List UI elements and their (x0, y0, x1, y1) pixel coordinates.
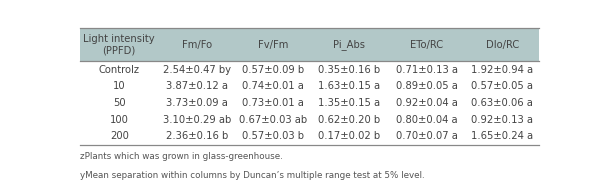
Text: DIo/RC: DIo/RC (486, 40, 519, 50)
Bar (80, 28, 539, 61)
Text: 200: 200 (110, 131, 129, 141)
Text: 0.73±0.01 a: 0.73±0.01 a (242, 98, 304, 108)
Text: Fv/Fm: Fv/Fm (258, 40, 288, 50)
Text: 0.92±0.04 a: 0.92±0.04 a (396, 98, 458, 108)
Text: Controlz: Controlz (98, 65, 140, 75)
Text: 0.92±0.13 a: 0.92±0.13 a (471, 115, 533, 125)
Text: Fm/Fo: Fm/Fo (182, 40, 213, 50)
Text: 3.87±0.12 a: 3.87±0.12 a (166, 81, 228, 91)
Text: 1.63±0.15 a: 1.63±0.15 a (318, 81, 380, 91)
Text: 1.92±0.94 a: 1.92±0.94 a (471, 65, 533, 75)
Text: 0.17±0.02 b: 0.17±0.02 b (318, 131, 380, 141)
Text: ETo/RC: ETo/RC (410, 40, 443, 50)
Text: 100: 100 (110, 115, 129, 125)
Text: 3.10±0.29 ab: 3.10±0.29 ab (163, 115, 231, 125)
Text: 0.57±0.05 a: 0.57±0.05 a (471, 81, 533, 91)
Text: 0.62±0.20 b: 0.62±0.20 b (318, 115, 380, 125)
Text: 0.71±0.13 a: 0.71±0.13 a (396, 65, 458, 75)
Text: 1.35±0.15 a: 1.35±0.15 a (318, 98, 380, 108)
Text: 2.54±0.47 by: 2.54±0.47 by (164, 65, 231, 75)
Text: 10: 10 (113, 81, 126, 91)
Text: 0.89±0.05 a: 0.89±0.05 a (396, 81, 458, 91)
Text: 0.80±0.04 a: 0.80±0.04 a (396, 115, 458, 125)
Text: 0.35±0.16 b: 0.35±0.16 b (318, 65, 380, 75)
Text: 0.63±0.06 a: 0.63±0.06 a (472, 98, 533, 108)
Text: 0.67±0.03 ab: 0.67±0.03 ab (239, 115, 307, 125)
Text: 0.70±0.07 a: 0.70±0.07 a (396, 131, 458, 141)
Text: 0.57±0.03 b: 0.57±0.03 b (242, 131, 304, 141)
Text: Pi_Abs: Pi_Abs (333, 39, 365, 50)
Text: 2.36±0.16 b: 2.36±0.16 b (166, 131, 228, 141)
Text: yMean separation within columns by Duncan’s multiple range test at 5% level.: yMean separation within columns by Dunca… (80, 171, 425, 180)
Text: 50: 50 (113, 98, 126, 108)
Text: Light intensity
(PPFD): Light intensity (PPFD) (83, 34, 155, 55)
Text: zPlants which was grown in glass-greenhouse.: zPlants which was grown in glass-greenho… (80, 152, 283, 161)
Text: 1.65±0.24 a: 1.65±0.24 a (471, 131, 533, 141)
Text: 3.73±0.09 a: 3.73±0.09 a (167, 98, 228, 108)
Text: 0.74±0.01 a: 0.74±0.01 a (242, 81, 304, 91)
Text: 0.57±0.09 b: 0.57±0.09 b (242, 65, 304, 75)
